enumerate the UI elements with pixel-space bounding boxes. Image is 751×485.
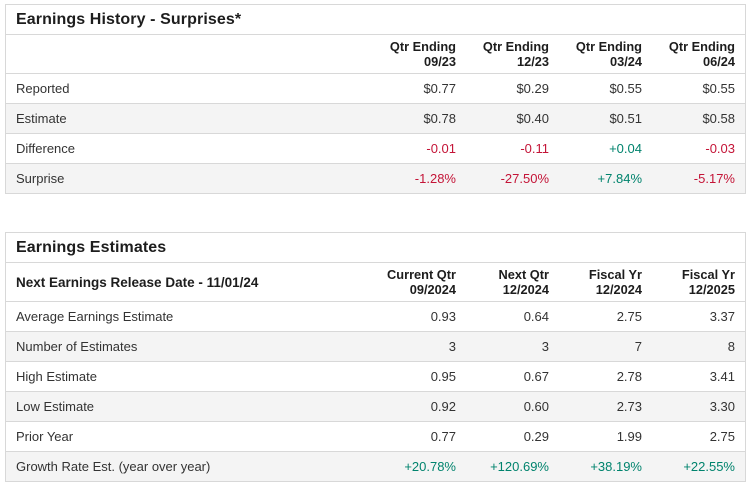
table-row: Growth Rate Est. (year over year) +20.78%…: [6, 451, 745, 481]
table-row: Estimate $0.78 $0.40 $0.51 $0.58: [6, 103, 745, 134]
table-row: Low Estimate 0.92 0.60 2.73 3.30: [6, 391, 745, 422]
cell-value: +120.69%: [490, 459, 549, 474]
cell-value: 1.99: [559, 421, 652, 452]
cell-value: $0.29: [466, 73, 559, 104]
cell-value: $0.55: [652, 73, 745, 104]
cell-value: 0.64: [466, 301, 559, 332]
table-row: Number of Estimates 3 3 7 8: [6, 331, 745, 362]
earnings-history-section: Earnings History - Surprises* Qtr Ending…: [5, 4, 746, 194]
cell-value: $0.51: [559, 103, 652, 134]
cell-value: $0.78: [373, 103, 466, 134]
cell-value: -1.28%: [414, 171, 456, 186]
column-header: Qtr Ending 03/24: [559, 35, 652, 74]
table-row: Difference -0.01 -0.11 +0.04 -0.03: [6, 133, 745, 164]
cell-value: 2.78: [559, 361, 652, 392]
cell-value: -0.11: [466, 133, 559, 164]
earnings-estimates-section: Earnings Estimates Next Earnings Release…: [5, 232, 746, 482]
cell-value: 0.67: [466, 361, 559, 392]
cell-value: 3: [466, 331, 559, 362]
cell-value: 0.93: [373, 301, 466, 332]
cell-value: $0.40: [466, 103, 559, 134]
earnings-estimates-table: Next Earnings Release Date - 11/01/24 Cu…: [6, 263, 745, 481]
row-label: Surprise: [16, 171, 65, 186]
cell-value: -5.17%: [693, 171, 735, 186]
cell-value: +38.19%: [590, 459, 642, 474]
column-header-row: Qtr Ending 09/23 Qtr Ending 12/23 Qtr Ending…: [6, 35, 745, 74]
table-row: Prior Year 0.77 0.29 1.99 2.75: [6, 421, 745, 452]
earnings-history-table: Qtr Ending 09/23 Qtr Ending 12/23 Qtr Ending…: [6, 35, 745, 193]
next-earnings-release-date: Next Earnings Release Date - 11/01/24: [6, 263, 373, 302]
column-header-row: Next Earnings Release Date - 11/01/24 Cu…: [6, 263, 745, 302]
cell-value: 3.30: [652, 391, 745, 422]
cell-value: $0.55: [559, 73, 652, 104]
cell-value: -0.03: [652, 133, 745, 164]
row-label: Prior Year: [6, 421, 373, 452]
row-label: Low Estimate: [6, 391, 373, 422]
row-label: Average Earnings Estimate: [6, 301, 373, 332]
cell-value: 3.37: [652, 301, 745, 332]
cell-value: 0.77: [373, 421, 466, 452]
table-row: Surprise -1.28% -27.50% +7.84% -5.17%: [6, 163, 745, 193]
table-row: Reported $0.77 $0.29 $0.55 $0.55: [6, 73, 745, 104]
earnings-estimates-title: Earnings Estimates: [6, 233, 745, 263]
column-header: Qtr Ending 09/23: [373, 35, 466, 74]
column-header: Next Qtr 12/2024: [466, 263, 559, 302]
cell-value: 2.73: [559, 391, 652, 422]
cell-value: -27.50%: [500, 171, 549, 186]
row-label: Reported: [6, 73, 373, 104]
column-header: Fiscal Yr 12/2024: [559, 263, 652, 302]
column-header: Qtr Ending 12/23: [466, 35, 559, 74]
row-label: Growth Rate Est. (year over year): [16, 459, 211, 474]
column-header: Qtr Ending 06/24: [652, 35, 745, 74]
cell-value: $0.77: [373, 73, 466, 104]
cell-value: 0.29: [466, 421, 559, 452]
cell-value: 0.60: [466, 391, 559, 422]
row-label: Difference: [6, 133, 373, 164]
cell-value: 3.41: [652, 361, 745, 392]
column-header: Current Qtr 09/2024: [373, 263, 466, 302]
corner-cell: [6, 35, 373, 74]
cell-value: 3: [373, 331, 466, 362]
cell-value: 0.95: [373, 361, 466, 392]
earnings-history-title: Earnings History - Surprises*: [6, 5, 745, 35]
cell-value: +0.04: [559, 133, 652, 164]
cell-value: 7: [559, 331, 652, 362]
cell-value: 2.75: [559, 301, 652, 332]
cell-value: +7.84%: [597, 171, 642, 186]
row-label: Number of Estimates: [6, 331, 373, 362]
cell-value: 2.75: [652, 421, 745, 452]
row-label: High Estimate: [6, 361, 373, 392]
column-header: Fiscal Yr 12/2025: [652, 263, 745, 302]
cell-value: 8: [652, 331, 745, 362]
table-row: Average Earnings Estimate 0.93 0.64 2.75 3.3…: [6, 301, 745, 332]
table-row: High Estimate 0.95 0.67 2.78 3.41: [6, 361, 745, 392]
row-label: Estimate: [6, 103, 373, 134]
cell-value: $0.58: [652, 103, 745, 134]
cell-value: +20.78%: [404, 459, 456, 474]
cell-value: -0.01: [373, 133, 466, 164]
cell-value: 0.92: [373, 391, 466, 422]
cell-value: +22.55%: [683, 459, 735, 474]
